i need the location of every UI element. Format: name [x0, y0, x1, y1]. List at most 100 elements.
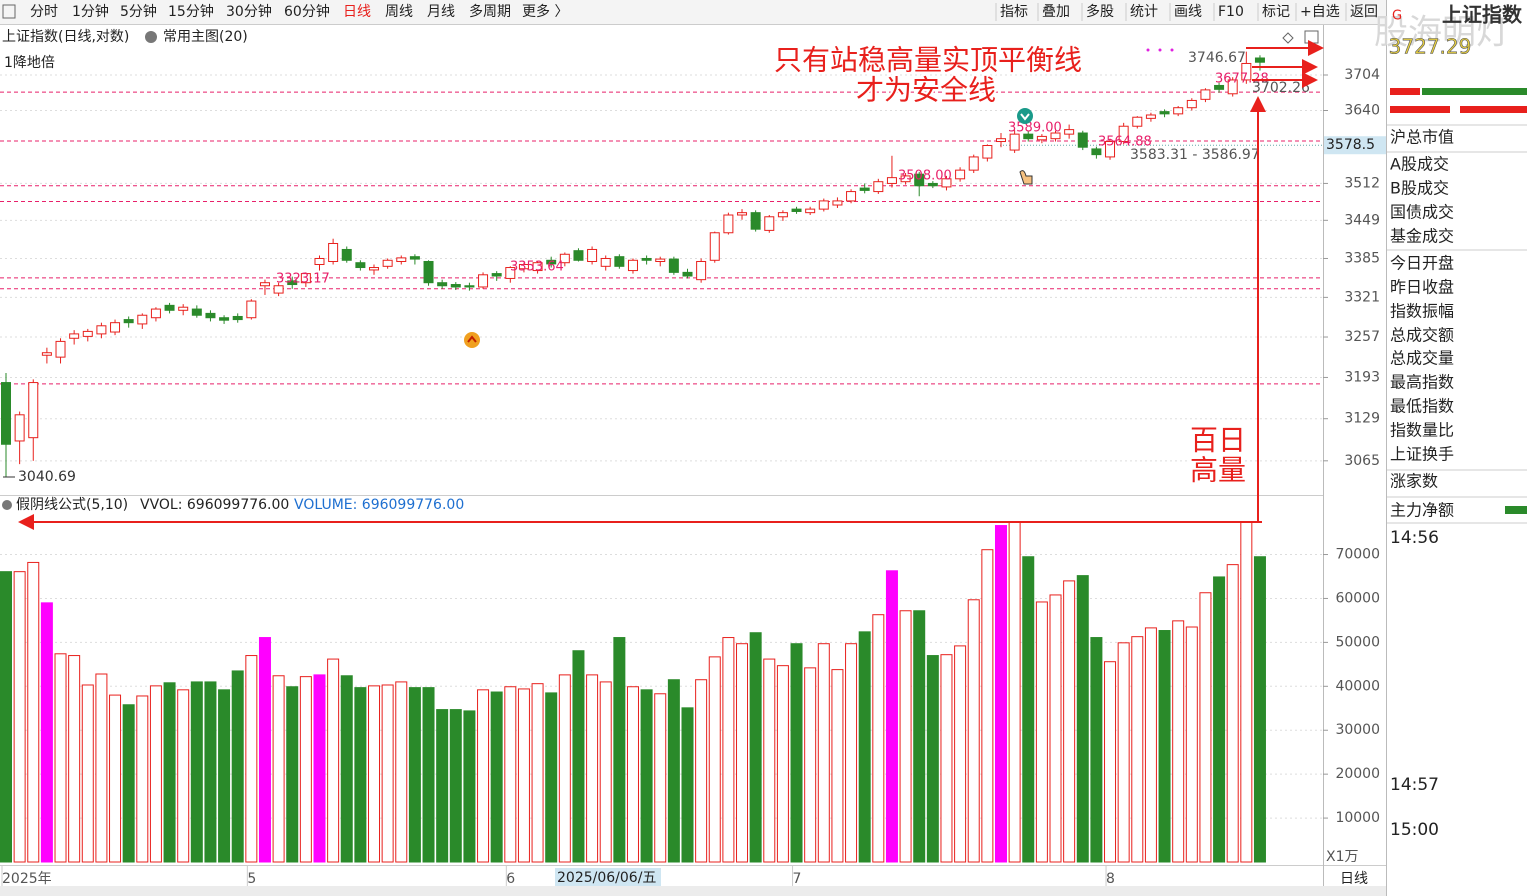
volume-bar [422, 687, 435, 863]
tool-button[interactable]: 返回 [1350, 4, 1378, 20]
volume-bar [1104, 661, 1117, 863]
volume-bar [463, 710, 476, 863]
tool-button[interactable]: 指标 [1000, 4, 1028, 20]
y-tick-label: 3257 [1344, 329, 1380, 345]
volume-bar [613, 637, 626, 863]
cursor-date-box [555, 868, 661, 886]
icon[interactable] [2, 500, 12, 510]
signal-icon[interactable] [1017, 108, 1033, 124]
tool-button[interactable]: 统计 [1130, 4, 1158, 20]
candle-body [191, 308, 202, 316]
tool-icon[interactable] [1282, 32, 1294, 44]
period-tab[interactable]: 周线 [385, 4, 413, 20]
volume-label: VOLUME: 696099776.00 [294, 497, 464, 513]
tool-button[interactable]: F10 [1218, 4, 1244, 20]
bar [1505, 506, 1527, 514]
volume-bar [1185, 626, 1198, 863]
candle-body [791, 208, 802, 212]
dots [1146, 48, 1174, 52]
candle-body [655, 258, 666, 262]
candle-body [1200, 89, 1211, 100]
candle-body [818, 200, 829, 210]
price-label: 3589.00 [1008, 121, 1062, 136]
volume-bar [940, 654, 953, 863]
candle-body [505, 267, 516, 279]
field-label: 涨家数 [1390, 472, 1438, 491]
y-tick-label: 3129 [1344, 411, 1380, 427]
candle-body [1064, 129, 1075, 135]
volume-bar [831, 669, 844, 863]
candle-body [1036, 135, 1047, 141]
period-tab[interactable]: 更多 〉 [522, 3, 568, 20]
candle-body [900, 175, 911, 183]
annotation-arrows [18, 40, 1324, 530]
volume-bar [586, 674, 599, 863]
volume-bar [776, 665, 789, 863]
volume-bar [395, 681, 408, 863]
candle-body [41, 352, 52, 356]
volume-bar [681, 707, 694, 863]
volume-bar [27, 561, 40, 863]
volume-bar [1035, 601, 1048, 863]
volume-bar [1199, 592, 1212, 863]
y-tick-label: 3449 [1344, 212, 1380, 228]
candle-body [28, 382, 39, 439]
volume-bar [340, 675, 353, 863]
candle-body [341, 248, 352, 261]
tool-button[interactable]: 标记 [1262, 4, 1290, 20]
candle-body [941, 178, 952, 188]
volume-bar [408, 687, 421, 863]
candle-body [600, 257, 611, 267]
annotation: 只有站稳高量实顶平衡线 [774, 44, 1082, 77]
candle-body [696, 260, 707, 281]
volume-bar [313, 674, 326, 863]
quote-fields: 沪总市值 A股成交 B股成交国债成交基金成交今日开盘昨日收盘指数振幅总成交额总成交量… [1387, 124, 1527, 840]
period-tab[interactable]: 1分钟 [72, 3, 109, 20]
period-tab[interactable]: 月线 [427, 4, 455, 20]
period-tab[interactable]: 30分钟 [226, 3, 272, 20]
volume-bar [804, 667, 817, 863]
period-tab[interactable]: 5分钟 [120, 3, 157, 20]
y-tick-label: 3385 [1344, 250, 1380, 266]
volume-bar [299, 676, 312, 863]
volume-bar [0, 571, 12, 863]
volume-bar [327, 658, 340, 863]
candle-body [955, 169, 966, 180]
tool-button[interactable]: 叠加 [1042, 4, 1070, 20]
vvol-label: VVOL: 696099776.00 [140, 497, 289, 513]
bar [1390, 88, 1420, 95]
candle-body [750, 212, 761, 230]
candle-body [668, 258, 679, 273]
tool-button[interactable]: 多股 [1086, 3, 1114, 20]
candle-body [968, 156, 979, 171]
period-tab[interactable]: 分时 [30, 4, 58, 20]
candle-body [1050, 132, 1061, 140]
icon[interactable] [145, 31, 157, 43]
period-tab[interactable]: 60分钟 [284, 3, 330, 20]
period-tab[interactable]: 15分钟 [168, 3, 214, 20]
y-tick-label: 50000 [1335, 634, 1380, 650]
price-label: 3677.28 [1215, 72, 1269, 87]
volume-bar [1117, 642, 1130, 863]
volume-bar [1131, 636, 1144, 863]
toolbar-icon[interactable] [2, 4, 16, 19]
tool-button[interactable]: 画线 [1174, 4, 1202, 20]
field-label: 今日开盘 [1390, 254, 1454, 273]
volume-bar [517, 688, 530, 863]
tool-button[interactable]: +自选 [1300, 4, 1340, 20]
x-tick-label: 5 [247, 871, 256, 887]
plot: 3065 3129 3193 3257 3321 3385 3449 3512 3640 3704… [0, 51, 1386, 887]
period-tab[interactable]: 多周期 [469, 3, 511, 20]
volume-bar [558, 674, 571, 863]
candle-body [219, 317, 230, 321]
candle-body [1186, 99, 1197, 109]
candle-body [927, 182, 938, 187]
candle-body [164, 304, 175, 311]
candle-body [450, 284, 461, 288]
volume-bar [81, 684, 94, 863]
volume-bar [177, 689, 190, 863]
volume-bar [1090, 637, 1103, 863]
signal-icon[interactable] [464, 332, 480, 348]
period-tab[interactable]: 日线 [343, 4, 371, 20]
